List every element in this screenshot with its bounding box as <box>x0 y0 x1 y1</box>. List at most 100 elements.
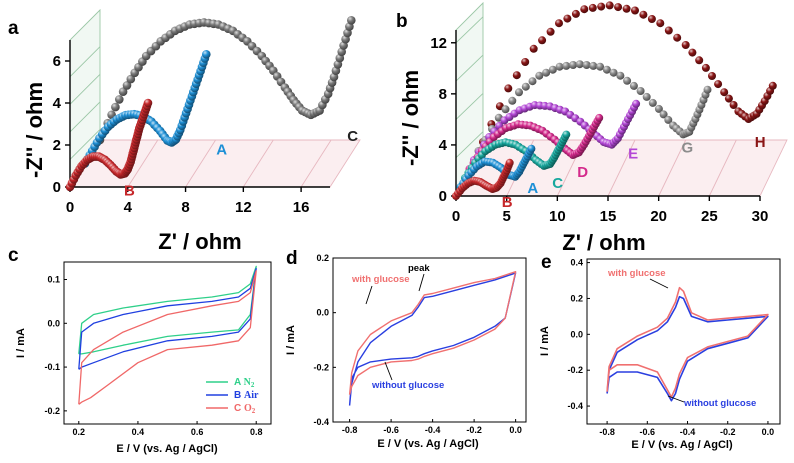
panel-label-d: d <box>286 248 298 269</box>
a-label-A: A <box>216 142 227 159</box>
b-label-E: E <box>628 146 638 163</box>
c-curve-A-N2 <box>78 265 257 355</box>
panel-e-frame <box>586 258 781 425</box>
b-point-H <box>512 71 521 80</box>
b-point-G <box>636 87 645 95</box>
legend-label-C: C O2 <box>234 403 256 415</box>
e-ytick-label: 0.0 <box>570 329 583 339</box>
b-point-H <box>639 10 648 19</box>
c-xtick-label: 0.4 <box>132 427 145 437</box>
panel-d-frame <box>332 257 527 423</box>
b-point-H <box>571 9 580 18</box>
b-point-H <box>701 63 710 72</box>
b-point-H <box>720 88 729 97</box>
panel-d-xlabel: E / V (vs. Ag / AgCl) <box>377 438 479 450</box>
d-xtick-label: -0.6 <box>383 425 399 435</box>
b-xtick-label: 30 <box>752 208 769 225</box>
panel-c-frame <box>63 261 272 425</box>
a-point-C <box>126 74 136 84</box>
b-ytick-label: 0 <box>439 188 447 205</box>
panel-c-series <box>78 265 257 405</box>
b-point-G <box>569 61 578 69</box>
panel-e-series <box>606 286 769 402</box>
e-xtick-label: -0.8 <box>599 427 615 437</box>
e-ytick-label: -0.2 <box>567 365 583 375</box>
panel-e: -0.8 -0.6 -0.4 -0.2 0.0 0.4 0.2 0.0 -0.2 -0.4 e I… <box>539 252 781 451</box>
b-point-G <box>508 96 517 105</box>
b-point-G <box>654 104 663 113</box>
panel-e-ylabel: I / mA <box>539 326 551 356</box>
c-xtick-label: 0.8 <box>250 427 263 437</box>
b-point-H <box>580 5 589 14</box>
b-point-G <box>659 110 668 119</box>
b-label-G: G <box>682 139 694 156</box>
b-point-H <box>681 41 690 49</box>
b-point-G <box>589 61 598 70</box>
b-point-G <box>602 65 611 74</box>
panel-a-ylabel: -Z'' / ohm <box>22 82 47 178</box>
panel-c: 0.2 0.4 0.6 0.8 0.1 0.0 -0.1 -0.2 A N2B Air C O2… <box>8 245 272 455</box>
c-curve-B-Air <box>78 267 257 370</box>
b-point-G <box>648 98 657 107</box>
b-point-G <box>535 71 544 80</box>
a-ytick-label: 4 <box>53 95 62 112</box>
b-point-D <box>595 113 604 122</box>
b-xtick-label: 15 <box>600 208 617 225</box>
a-point-C <box>347 15 356 25</box>
b-xtick-label: 5 <box>502 208 510 225</box>
b-point-G <box>555 62 564 71</box>
panel-b-ticks: 0 5 10 15 20 25 30 0 4 8 12 <box>430 35 768 225</box>
a-series-B <box>65 98 153 192</box>
b-label-B: B <box>502 194 513 211</box>
panel-c-ticks: 0.2 0.4 0.6 0.8 0.1 0.0 -0.1 -0.2 <box>44 275 262 437</box>
legend-label-A: A N2 <box>234 377 255 389</box>
a-label-C: C <box>347 128 358 145</box>
b-point-H <box>673 33 682 42</box>
c-ytick-label: -0.1 <box>44 362 60 372</box>
a-ytick-label: 0 <box>53 179 61 196</box>
e-ytick-label: 0.2 <box>570 293 583 303</box>
b-point-H <box>563 14 572 23</box>
b-point-G <box>703 85 712 94</box>
panel-a-ticks: 0 4 8 12 16 0 2 4 6 <box>53 53 310 216</box>
b-point-H <box>605 1 614 10</box>
b-point-H <box>529 44 538 53</box>
panel-c-legend: A N2B Air C O2 <box>206 377 259 415</box>
b-point-H <box>656 19 665 28</box>
b-point-E <box>632 99 641 108</box>
b-point-G <box>515 88 523 97</box>
b-point-G <box>582 61 591 69</box>
b-point-H <box>622 4 631 13</box>
a-point-C <box>111 102 120 112</box>
b-point-H <box>695 56 704 65</box>
a-point-C <box>122 81 132 90</box>
d-xtick-label: -0.2 <box>466 425 482 435</box>
b-point-H <box>714 80 723 89</box>
b-xtick-label: 25 <box>701 208 718 225</box>
d-ytick-label: -0.4 <box>313 417 329 427</box>
d-xtick-label: -0.8 <box>342 425 358 435</box>
panel-e-annotation-without: without glucose <box>683 398 756 409</box>
b-point-G <box>575 60 584 69</box>
panel-d-annotation-peak: peak <box>408 263 430 274</box>
a-series-C <box>95 15 356 145</box>
b-series-B <box>452 158 514 200</box>
panel-d-annotation-without: without glucose <box>371 380 444 391</box>
a-point-A <box>202 50 211 59</box>
b-label-H: H <box>755 134 766 151</box>
c-ytick-label: 0.0 <box>47 318 60 328</box>
panel-c-xlabel: E / V (vs. Ag / AgCl) <box>116 443 218 455</box>
b-ytick-label: 12 <box>430 35 447 52</box>
a-xtick-label: 8 <box>181 199 189 216</box>
b-point-A <box>527 144 536 153</box>
b-point-H <box>664 26 673 35</box>
panel-a-xlabel: Z' / ohm <box>158 229 241 254</box>
b-label-A: A <box>527 180 538 197</box>
b-point-H <box>708 72 716 80</box>
b-point-G <box>548 65 557 74</box>
e-xtick-label: -0.4 <box>680 427 696 437</box>
panel-label-a: a <box>8 18 19 39</box>
legend-label-B: B Air <box>234 390 259 401</box>
a-ytick-label: 2 <box>53 137 61 154</box>
b-point-H <box>631 6 639 15</box>
